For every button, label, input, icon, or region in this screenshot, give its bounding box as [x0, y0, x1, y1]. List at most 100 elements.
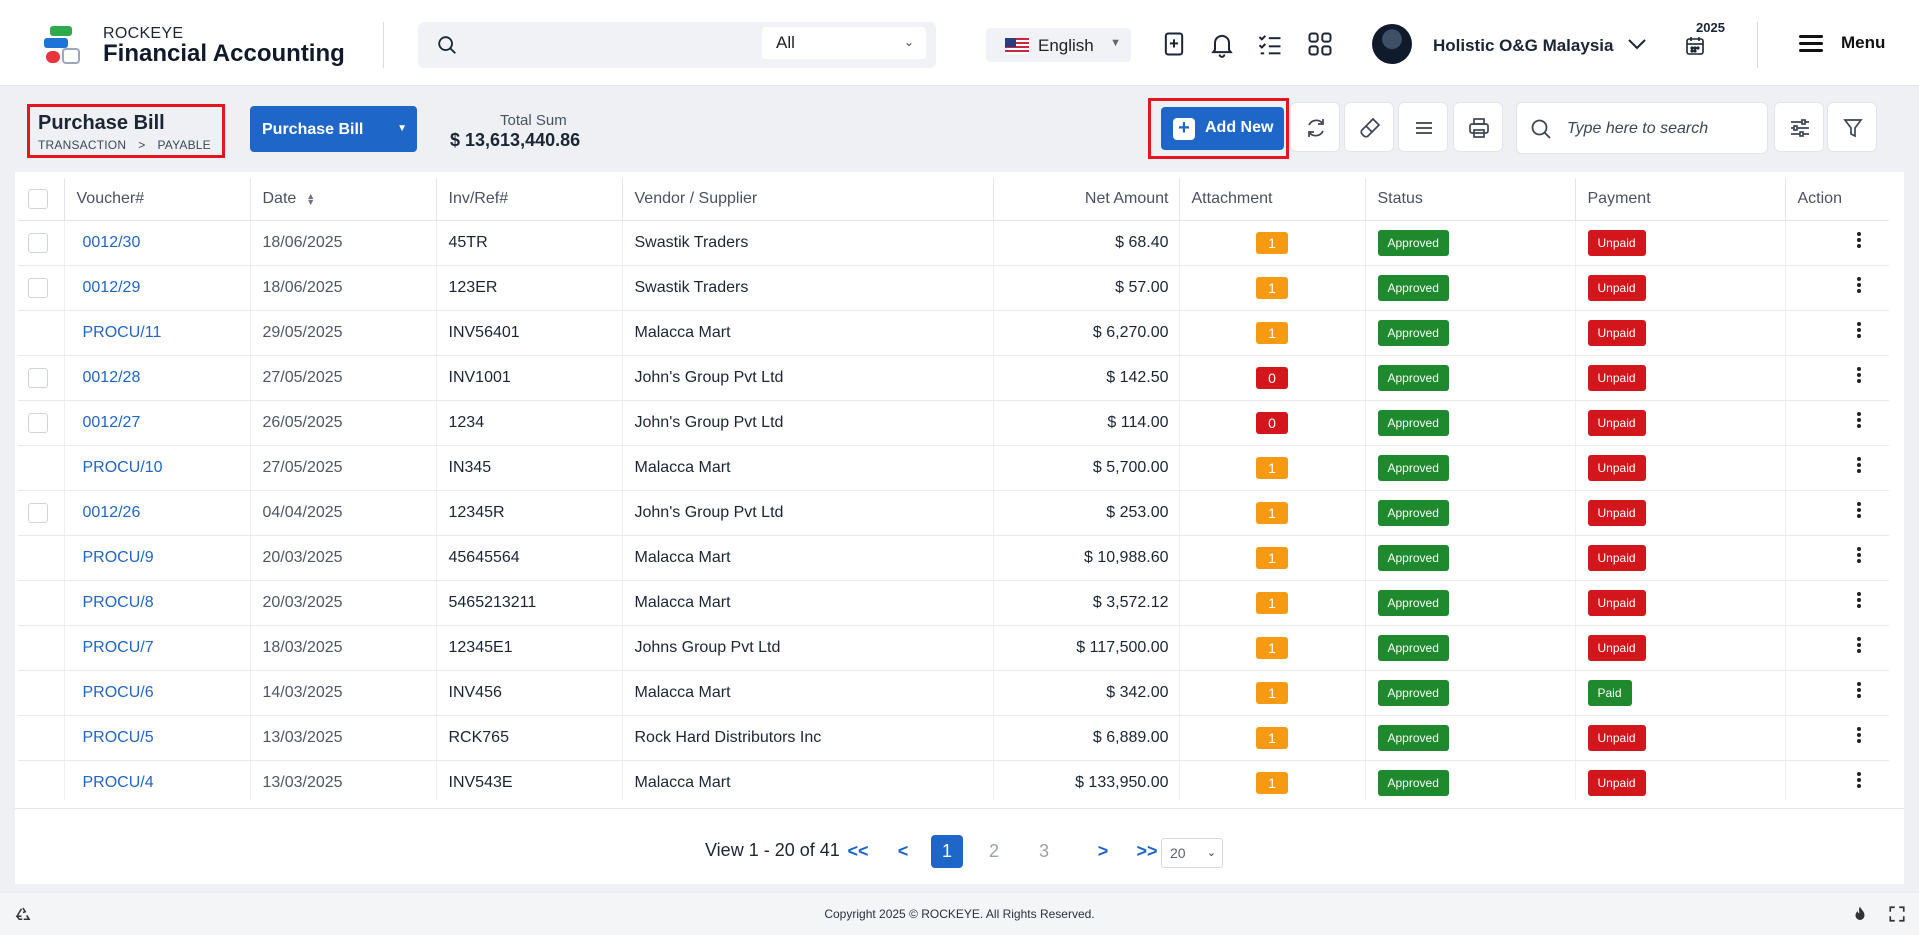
grid-icon[interactable]: [1306, 30, 1334, 58]
voucher-link[interactable]: 0012/29: [64, 265, 251, 311]
clear-button[interactable]: [1344, 102, 1394, 152]
kebab-icon[interactable]: [1857, 680, 1861, 700]
voucher-link[interactable]: PROCU/9: [64, 535, 251, 581]
breadcrumb-payable[interactable]: PAYABLE: [157, 138, 211, 152]
voucher-link[interactable]: PROCU/8: [64, 580, 251, 626]
column-header-status[interactable]: Status: [1365, 178, 1576, 221]
attachment-count-badge[interactable]: 1: [1256, 591, 1288, 614]
kebab-icon[interactable]: [1857, 770, 1861, 790]
table-search[interactable]: [1516, 102, 1768, 154]
attachment-count-badge[interactable]: 1: [1256, 681, 1288, 704]
table-row[interactable]: PROCU/4 13/03/2025 INV543E Malacca Mart $ 13…: [18, 760, 1889, 800]
bookmark-add-icon[interactable]: [1160, 30, 1188, 58]
column-settings-button[interactable]: [1774, 102, 1824, 152]
add-new-button[interactable]: + Add New: [1161, 107, 1284, 150]
table-row[interactable]: PROCU/6 14/03/2025 INV456 Malacca Mart $ 342…: [18, 670, 1889, 716]
last-page-button[interactable]: >>: [1136, 841, 1158, 861]
table-row[interactable]: 0012/26 04/04/2025 12345R John's Group Pvt …: [18, 490, 1889, 536]
prev-page-button[interactable]: <: [897, 841, 909, 861]
table-row[interactable]: PROCU/5 13/03/2025 RCK765 Rock Hard Distrib…: [18, 715, 1889, 761]
next-page-button[interactable]: >: [1097, 841, 1109, 861]
table-scroll-area[interactable]: Voucher# Date ▲ ▼ Inv/Ref# Vendor / Suppli…: [15, 172, 1904, 800]
page-button-1[interactable]: 1: [931, 835, 963, 868]
table-row[interactable]: 0012/30 18/06/2025 45TR Swastik Traders $ 68…: [18, 220, 1889, 266]
row-checkbox[interactable]: [28, 367, 48, 388]
recycle-icon[interactable]: [14, 905, 32, 923]
filter-button[interactable]: [1827, 102, 1877, 152]
table-search-input[interactable]: [1567, 117, 1757, 141]
fullscreen-icon[interactable]: [1888, 905, 1906, 923]
chevron-down-icon[interactable]: [1625, 32, 1649, 56]
select-all-checkbox[interactable]: [28, 188, 48, 209]
voucher-link[interactable]: PROCU/4: [64, 760, 251, 800]
row-checkbox[interactable]: [28, 277, 48, 298]
page-button-2[interactable]: 2: [988, 841, 999, 861]
kebab-icon[interactable]: [1857, 275, 1861, 295]
kebab-icon[interactable]: [1857, 500, 1861, 520]
column-header-payment[interactable]: Payment: [1575, 178, 1786, 221]
fire-icon[interactable]: [1851, 905, 1869, 923]
column-header-attachment[interactable]: Attachment: [1179, 178, 1366, 221]
kebab-icon[interactable]: [1857, 320, 1861, 340]
table-row[interactable]: PROCU/9 20/03/2025 45645564 Malacca Mart $ 1…: [18, 535, 1889, 581]
column-header-date[interactable]: Date ▲ ▼: [250, 178, 437, 221]
voucher-link[interactable]: 0012/28: [64, 355, 251, 401]
table-row[interactable]: PROCU/11 29/05/2025 INV56401 Malacca Mart $ …: [18, 310, 1889, 356]
refresh-button[interactable]: [1290, 102, 1340, 152]
attachment-count-badge[interactable]: 1: [1256, 726, 1288, 749]
voucher-link[interactable]: PROCU/10: [64, 445, 251, 491]
attachment-count-badge[interactable]: 1: [1256, 636, 1288, 659]
first-page-button[interactable]: <<: [847, 841, 869, 861]
table-row[interactable]: 0012/29 18/06/2025 123ER Swastik Traders $ 5…: [18, 265, 1889, 311]
kebab-icon[interactable]: [1857, 410, 1861, 430]
voucher-link[interactable]: 0012/30: [64, 220, 251, 266]
row-checkbox[interactable]: [28, 502, 48, 523]
voucher-link[interactable]: PROCU/7: [64, 625, 251, 671]
list-view-button[interactable]: [1398, 102, 1448, 152]
attachment-count-badge[interactable]: 1: [1256, 546, 1288, 569]
column-header-voucher[interactable]: Voucher#: [64, 178, 251, 221]
voucher-link[interactable]: PROCU/5: [64, 715, 251, 761]
calendar-icon[interactable]: [1683, 34, 1707, 58]
column-header-vendor[interactable]: Vendor / Supplier: [622, 178, 994, 221]
module-select-button[interactable]: Purchase Bill ▼: [250, 106, 417, 152]
main-menu-button[interactable]: Menu: [1799, 33, 1885, 53]
kebab-icon[interactable]: [1857, 590, 1861, 610]
attachment-count-badge[interactable]: 1: [1256, 276, 1288, 299]
voucher-link[interactable]: 0012/27: [64, 400, 251, 446]
voucher-link[interactable]: PROCU/11: [64, 310, 251, 356]
user-avatar[interactable]: [1372, 24, 1412, 64]
print-button[interactable]: [1453, 102, 1503, 152]
kebab-icon[interactable]: [1857, 635, 1861, 655]
language-select[interactable]: English ▼: [986, 28, 1131, 62]
row-checkbox[interactable]: [28, 232, 48, 253]
company-name[interactable]: Holistic O&G Malaysia: [1433, 36, 1614, 55]
attachment-count-badge[interactable]: 0: [1256, 366, 1288, 389]
per-page-select[interactable]: 20 ⌄: [1161, 838, 1223, 868]
search-scope-select[interactable]: All ⌄: [762, 27, 926, 59]
breadcrumb-transaction[interactable]: TRANSACTION: [38, 138, 127, 152]
table-row[interactable]: PROCU/10 27/05/2025 IN345 Malacca Mart $ 5,7…: [18, 445, 1889, 491]
attachment-count-badge[interactable]: 1: [1256, 456, 1288, 479]
kebab-icon[interactable]: [1857, 725, 1861, 745]
attachment-count-badge[interactable]: 1: [1256, 771, 1288, 794]
checklist-icon[interactable]: [1256, 30, 1284, 58]
attachment-count-badge[interactable]: 1: [1256, 501, 1288, 524]
kebab-icon[interactable]: [1857, 545, 1861, 565]
attachment-count-badge[interactable]: 0: [1256, 411, 1288, 434]
kebab-icon[interactable]: [1857, 365, 1861, 385]
voucher-link[interactable]: PROCU/6: [64, 670, 251, 716]
page-button-3[interactable]: 3: [1038, 841, 1049, 861]
sort-icon[interactable]: ▲ ▼: [306, 190, 316, 207]
attachment-count-badge[interactable]: 1: [1256, 231, 1288, 254]
table-row[interactable]: PROCU/8 20/03/2025 5465213211 Malacca Mart $…: [18, 580, 1889, 626]
table-row[interactable]: PROCU/7 18/03/2025 12345E1 Johns Group Pvt …: [18, 625, 1889, 671]
column-header-inv-ref[interactable]: Inv/Ref#: [436, 178, 623, 221]
kebab-icon[interactable]: [1857, 455, 1861, 475]
table-row[interactable]: 0012/28 27/05/2025 INV1001 John's Group Pvt…: [18, 355, 1889, 401]
kebab-icon[interactable]: [1857, 230, 1861, 250]
table-row[interactable]: 0012/27 26/05/2025 1234 John's Group Pvt Lt…: [18, 400, 1889, 446]
attachment-count-badge[interactable]: 1: [1256, 321, 1288, 344]
bell-icon[interactable]: [1208, 30, 1236, 58]
voucher-link[interactable]: 0012/26: [64, 490, 251, 536]
